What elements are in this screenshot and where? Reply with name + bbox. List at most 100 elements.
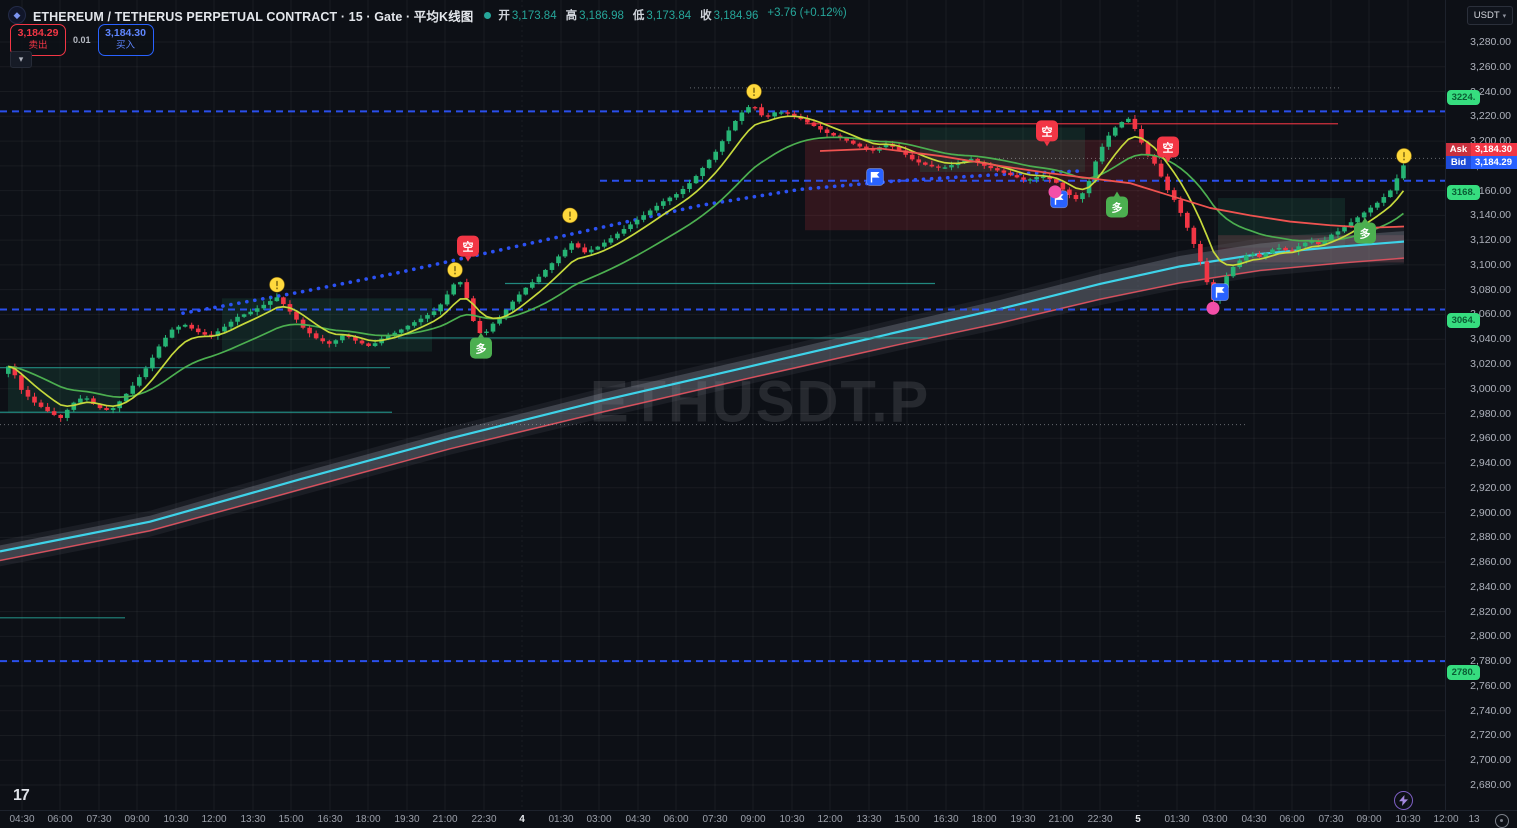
short-sticker[interactable]: 空 bbox=[1036, 120, 1058, 147]
price-axis[interactable]: USDT ▾ 3,280.00 3,260.00 3,240.00 3,220.00 3… bbox=[1445, 0, 1517, 810]
candle bbox=[195, 328, 201, 333]
candle bbox=[1152, 155, 1157, 164]
high-label: 高 3,186.98 bbox=[565, 10, 624, 22]
candle bbox=[746, 107, 751, 113]
price-tick: 3,280.00 bbox=[1470, 36, 1511, 48]
long-sticker-bg bbox=[470, 337, 492, 359]
symbol-title[interactable]: ETHEREUM / TETHERUS PERPETUAL CONTRACT ·… bbox=[33, 9, 474, 24]
flag-icon bbox=[871, 171, 880, 178]
close-value: 3,184.96 bbox=[713, 10, 759, 22]
trendline-dotted-blue[interactable] bbox=[181, 168, 1087, 315]
yellow-circle-marker[interactable] bbox=[746, 83, 762, 100]
blue-flag-marker[interactable] bbox=[1211, 283, 1229, 301]
demand-zone[interactable] bbox=[1218, 198, 1345, 248]
time-tick: 07:30 bbox=[1318, 814, 1344, 825]
long-sticker[interactable]: 多 bbox=[1106, 191, 1128, 218]
tradingview-logo[interactable]: 17 bbox=[13, 787, 30, 804]
candle bbox=[51, 411, 57, 415]
ethereum-logo-icon[interactable]: ◆ bbox=[8, 6, 26, 24]
marker-glyph bbox=[569, 217, 571, 220]
candle bbox=[32, 396, 37, 403]
candle bbox=[706, 159, 712, 168]
candle bbox=[1322, 240, 1328, 245]
time-tick: 06:00 bbox=[663, 814, 689, 825]
yellow-circle-marker[interactable] bbox=[269, 276, 285, 293]
ma-red-line bbox=[819, 147, 1405, 229]
candle bbox=[254, 308, 260, 312]
long-sticker[interactable]: 多 bbox=[1354, 217, 1376, 244]
price-tick: 2,860.00 bbox=[1470, 556, 1511, 569]
candle bbox=[1106, 135, 1111, 147]
candle bbox=[189, 324, 194, 329]
open-value: 3,173.84 bbox=[511, 10, 557, 22]
pink-dot-marker[interactable] bbox=[1206, 301, 1220, 315]
yellow-circle-marker[interactable] bbox=[562, 207, 578, 224]
price-tick: 3,140.00 bbox=[1470, 209, 1511, 222]
short-glyph: 空 bbox=[1163, 140, 1174, 154]
ma-ribbon-halo bbox=[0, 226, 1404, 567]
sell-price: 3,184.29 bbox=[17, 27, 59, 39]
currency-selector[interactable]: USDT ▾ bbox=[1467, 6, 1513, 25]
candle bbox=[995, 168, 1000, 171]
candle bbox=[248, 311, 253, 315]
candle bbox=[1080, 193, 1085, 200]
candle bbox=[25, 389, 31, 397]
candle bbox=[130, 385, 136, 394]
candle bbox=[1296, 246, 1301, 252]
blue-flag-marker[interactable] bbox=[866, 168, 884, 186]
candle bbox=[1388, 190, 1393, 198]
candle bbox=[1224, 276, 1229, 288]
marker-glyph bbox=[753, 87, 755, 94]
candle bbox=[1165, 176, 1170, 191]
candle bbox=[1191, 227, 1197, 244]
candle bbox=[687, 183, 692, 189]
time-tick: 12:00 bbox=[817, 814, 843, 825]
candle bbox=[294, 311, 299, 320]
low-label: 低 3,173.84 bbox=[632, 10, 692, 22]
candle bbox=[313, 333, 319, 339]
candle bbox=[444, 294, 450, 305]
candle bbox=[582, 247, 587, 253]
candle bbox=[896, 146, 902, 151]
pink-dot-marker[interactable] bbox=[1048, 185, 1062, 199]
short-sticker[interactable]: 空 bbox=[457, 235, 479, 262]
price-tick: 2,840.00 bbox=[1470, 580, 1511, 593]
time-axis[interactable]: 04:30 06:00 07:30 09:00 10:30 12:00 13:30 15:00… bbox=[0, 810, 1517, 828]
sell-button[interactable]: 3,184.29 卖出 bbox=[10, 24, 66, 56]
ma-ribbon-band bbox=[0, 231, 1404, 562]
buy-button[interactable]: 3,184.30 买入 bbox=[97, 24, 154, 56]
candle bbox=[634, 219, 640, 225]
timezone-settings-icon[interactable] bbox=[1495, 814, 1509, 828]
short-glyph: 空 bbox=[1042, 124, 1053, 138]
candle bbox=[471, 298, 476, 321]
candle bbox=[353, 336, 358, 341]
candle bbox=[739, 112, 745, 121]
collapse-panel-button[interactable]: ▾ bbox=[10, 51, 32, 68]
price-tick: 3,260.00 bbox=[1470, 60, 1511, 73]
time-tick: 16:30 bbox=[933, 814, 959, 825]
candle bbox=[307, 327, 312, 334]
marker-glyph bbox=[276, 287, 278, 290]
time-tick: 18:00 bbox=[971, 814, 997, 825]
candle bbox=[949, 165, 954, 168]
candle bbox=[477, 320, 483, 334]
short-sticker-bg bbox=[1036, 120, 1058, 142]
yellow-circle-marker[interactable] bbox=[1396, 148, 1412, 164]
level-price-label: 3168. bbox=[1447, 184, 1480, 200]
short-sticker[interactable]: 空 bbox=[1157, 136, 1179, 163]
candle bbox=[1374, 202, 1380, 208]
candle bbox=[831, 132, 836, 136]
candle bbox=[811, 122, 817, 127]
candle bbox=[510, 301, 515, 310]
time-tick: 18:00 bbox=[355, 814, 381, 825]
candle bbox=[346, 335, 352, 337]
yellow-circle-marker[interactable] bbox=[447, 261, 463, 278]
candle bbox=[78, 398, 83, 403]
candle bbox=[667, 197, 673, 202]
candle bbox=[562, 249, 568, 257]
price-tick: 3,040.00 bbox=[1470, 333, 1511, 346]
long-sticker[interactable]: 多 bbox=[470, 332, 492, 359]
candle bbox=[1243, 255, 1249, 261]
instant-order-lightning-icon[interactable] bbox=[1394, 791, 1413, 810]
